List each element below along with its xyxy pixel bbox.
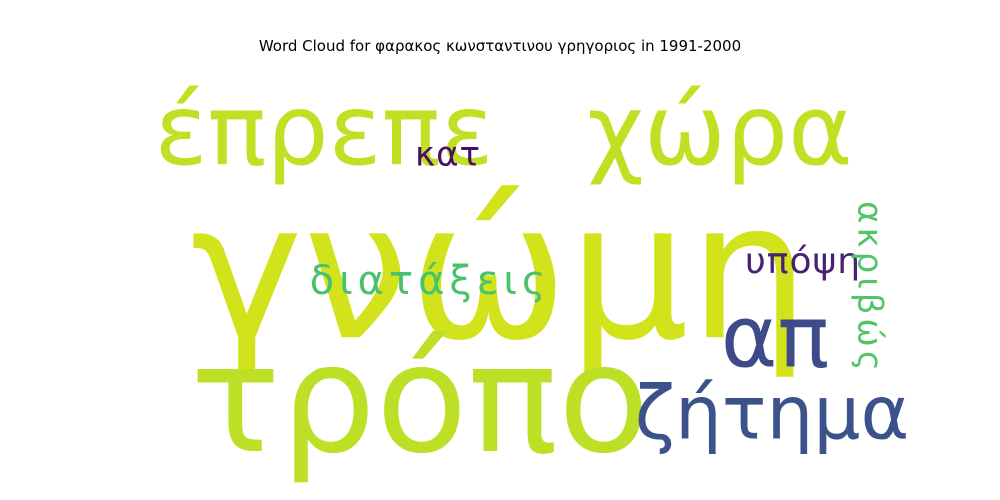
word-0: γνώμη <box>191 161 810 382</box>
word-4: απ <box>721 287 829 387</box>
word-7: υπόψη <box>745 241 861 282</box>
word-5: ζήτημα <box>635 371 909 457</box>
chart-title: Word Cloud for φαρακος κωνσταντινου γρηγ… <box>258 37 742 55</box>
word-6: διατάξεις <box>310 258 551 304</box>
word-9: ακριβώς <box>850 201 890 375</box>
word-2: έπρεπε <box>154 74 493 188</box>
word-8: κατ <box>415 135 481 175</box>
word-3: χώρα <box>587 74 852 188</box>
word-1: τρόπο <box>190 313 649 487</box>
